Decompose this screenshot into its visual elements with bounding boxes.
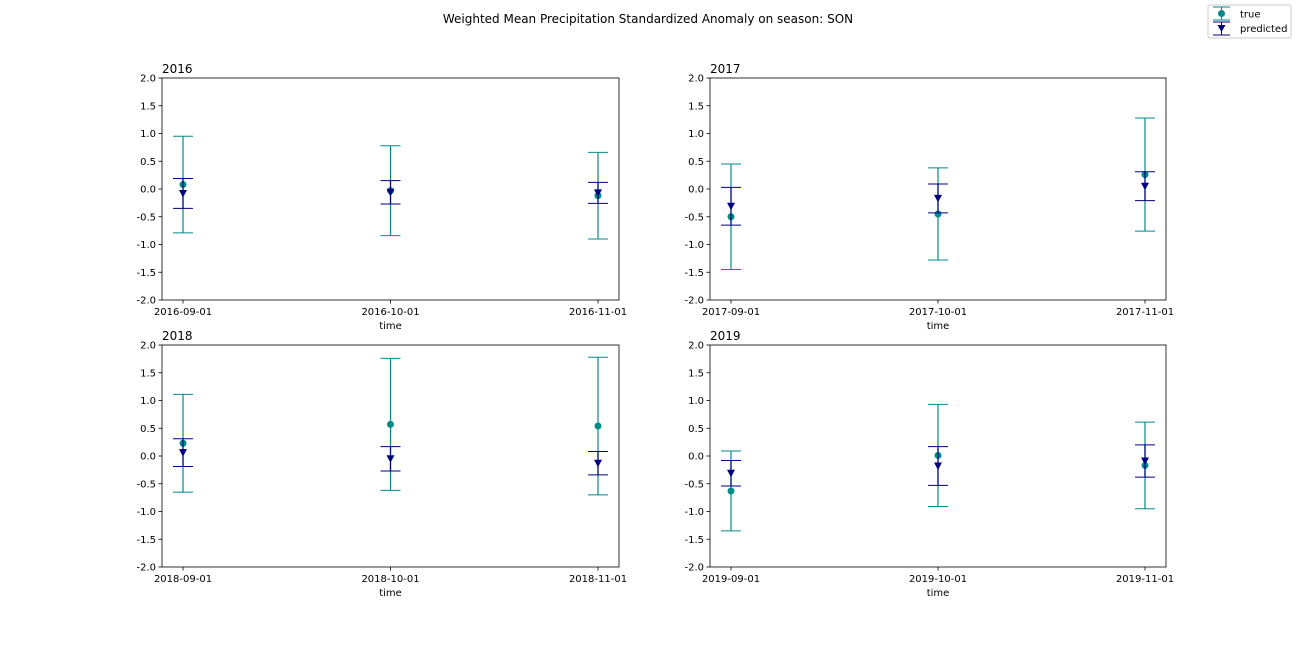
series-predicted (721, 444, 1155, 487)
legend-entry-true: true (1213, 6, 1261, 21)
y-tick-label: -1.0 (684, 240, 704, 251)
subplot-title: 2018 (162, 329, 193, 343)
x-tick-label: 2019-09-01 (702, 574, 760, 585)
y-tick-label: -1.0 (136, 240, 156, 251)
x-tick-label: 2016-09-01 (154, 307, 212, 318)
y-tick-label: -1.5 (684, 535, 704, 546)
legend-true-marker (1218, 10, 1225, 17)
y-tick-label: -1.5 (684, 268, 704, 279)
y-tick-label: -2.0 (684, 563, 704, 574)
figure-title: Weighted Mean Precipitation Standardized… (443, 12, 853, 26)
data-point-true (727, 487, 735, 495)
legend-entry-predicted: predicted (1213, 21, 1287, 36)
data-point-true (594, 422, 602, 430)
y-tick-label: 0.0 (140, 452, 156, 463)
x-axis-label: time (379, 588, 402, 599)
y-tick-label: 0.5 (688, 424, 704, 435)
subplot-2017: 20172.01.51.00.50.0-0.5-1.0-1.5-2.02017-… (684, 62, 1174, 332)
data-point-predicted (934, 462, 942, 470)
series-predicted (173, 177, 608, 209)
subplot-2019: 20192.01.51.00.50.0-0.5-1.0-1.5-2.02019-… (684, 329, 1174, 599)
data-point-true (387, 420, 394, 428)
legend-predicted-label: predicted (1240, 24, 1287, 35)
series-predicted (721, 171, 1155, 226)
subplot-2016: 20162.01.51.00.50.0-0.5-1.0-1.5-2.02016-… (136, 62, 627, 332)
y-tick-label: 0.5 (140, 424, 156, 435)
x-tick-label: 2017-10-01 (909, 307, 967, 318)
y-tick-label: -1.0 (136, 507, 156, 518)
x-tick-label: 2016-10-01 (361, 307, 419, 318)
data-point-predicted (179, 449, 187, 457)
x-tick-label: 2019-11-01 (1116, 574, 1174, 585)
x-tick-label: 2017-11-01 (1116, 307, 1174, 318)
data-point-predicted (386, 188, 395, 197)
data-point-predicted (1141, 457, 1149, 465)
y-tick-label: -2.0 (136, 563, 156, 574)
y-tick-label: -2.0 (684, 296, 704, 307)
y-tick-label: 2.0 (140, 74, 156, 85)
series-true (173, 356, 608, 496)
y-tick-label: 1.0 (140, 396, 156, 407)
y-tick-label: -0.5 (136, 212, 156, 223)
y-tick-label: 1.5 (688, 101, 704, 112)
x-axis-label: time (927, 321, 950, 332)
subplot-title: 2016 (162, 62, 193, 76)
y-tick-label: -0.5 (684, 212, 704, 223)
series-predicted (173, 438, 608, 476)
data-point-true (934, 210, 942, 218)
legend: true predicted (1207, 4, 1292, 39)
data-point-predicted (1141, 182, 1149, 191)
x-tick-label: 2017-09-01 (702, 307, 760, 318)
y-tick-label: 1.5 (140, 368, 156, 379)
legend-true-label: true (1240, 10, 1261, 21)
x-tick-label: 2019-10-01 (909, 574, 967, 585)
data-point-predicted (594, 189, 602, 197)
y-tick-label: -1.0 (684, 507, 704, 518)
y-tick-label: 1.5 (688, 368, 704, 379)
y-tick-label: 0.0 (140, 185, 156, 196)
y-tick-label: -0.5 (684, 479, 704, 490)
subplot-2018: 20182.01.51.00.50.0-0.5-1.0-1.5-2.02018-… (136, 329, 627, 599)
data-point-predicted (934, 194, 942, 203)
y-tick-label: 2.0 (688, 341, 704, 352)
y-tick-label: 1.5 (140, 101, 156, 112)
x-tick-label: 2018-09-01 (154, 574, 212, 585)
data-point-predicted (594, 459, 602, 468)
subplots: 20162.01.51.00.50.0-0.5-1.0-1.5-2.02016-… (136, 62, 1174, 599)
data-point-predicted (727, 202, 735, 211)
y-tick-label: 0.5 (688, 157, 704, 168)
y-tick-label: 1.0 (688, 129, 704, 140)
y-tick-label: -1.5 (136, 535, 156, 546)
x-axis-label: time (379, 321, 402, 332)
legend-frame (1207, 4, 1292, 39)
y-tick-label: 2.0 (140, 341, 156, 352)
x-tick-label: 2018-10-01 (361, 574, 419, 585)
y-tick-label: 0.0 (688, 185, 704, 196)
y-tick-label: 1.0 (688, 396, 704, 407)
y-tick-label: 2.0 (688, 74, 704, 85)
x-tick-label: 2018-11-01 (569, 574, 627, 585)
y-tick-label: 0.5 (140, 157, 156, 168)
data-point-predicted (727, 469, 735, 478)
y-tick-label: -1.5 (136, 268, 156, 279)
subplot-title: 2019 (710, 329, 741, 343)
x-tick-label: 2016-11-01 (569, 307, 627, 318)
y-tick-label: -0.5 (136, 479, 156, 490)
subplot-title: 2017 (710, 62, 741, 76)
x-axis-label: time (927, 588, 950, 599)
y-tick-label: 1.0 (140, 129, 156, 140)
y-tick-label: 0.0 (688, 452, 704, 463)
y-tick-label: -2.0 (136, 296, 156, 307)
data-point-predicted (179, 189, 187, 198)
data-point-predicted (386, 455, 395, 463)
legend-predicted-marker (1217, 25, 1226, 32)
